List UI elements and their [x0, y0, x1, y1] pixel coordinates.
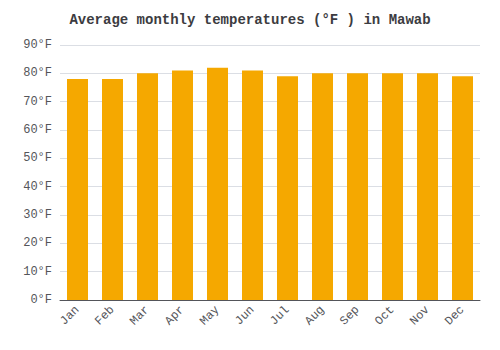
- svg-text:Nov: Nov: [407, 303, 432, 328]
- svg-text:Feb: Feb: [92, 303, 117, 328]
- svg-text:Apr: Apr: [162, 303, 187, 328]
- svg-text:Oct: Oct: [372, 303, 397, 328]
- svg-text:Jan: Jan: [57, 303, 82, 328]
- svg-text:40°F: 40°F: [23, 180, 52, 194]
- svg-text:Dec: Dec: [442, 303, 467, 328]
- svg-text:90°F: 90°F: [23, 38, 52, 52]
- svg-text:60°F: 60°F: [23, 123, 52, 137]
- svg-text:50°F: 50°F: [23, 151, 52, 165]
- svg-text:70°F: 70°F: [23, 95, 52, 109]
- svg-text:Jun: Jun: [232, 303, 257, 328]
- svg-text:Average monthly temperatures (: Average monthly temperatures (°F ) in Ma…: [69, 12, 430, 28]
- svg-text:80°F: 80°F: [23, 66, 52, 80]
- svg-text:10°F: 10°F: [23, 265, 52, 279]
- svg-text:20°F: 20°F: [23, 236, 52, 250]
- svg-text:30°F: 30°F: [23, 208, 52, 222]
- svg-text:May: May: [197, 303, 222, 328]
- svg-text:Aug: Aug: [302, 303, 327, 328]
- svg-text:Jul: Jul: [267, 303, 292, 328]
- svg-text:0°F: 0°F: [30, 293, 52, 307]
- svg-text:Sep: Sep: [337, 303, 362, 328]
- svg-text:Mar: Mar: [127, 303, 152, 328]
